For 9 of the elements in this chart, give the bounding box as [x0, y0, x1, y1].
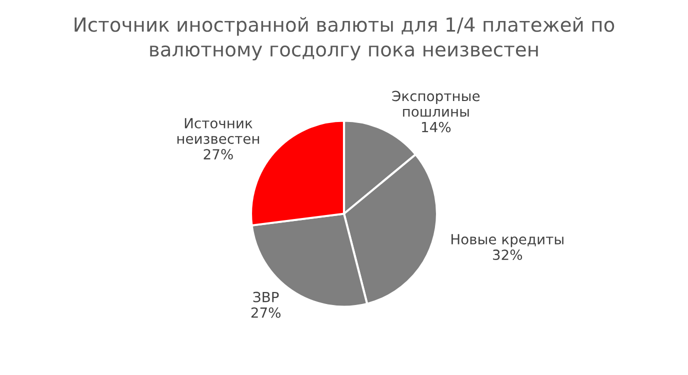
slice-label: ЗВР — [253, 292, 279, 302]
data-label: 32% — [493, 250, 522, 260]
data-label: 27% — [204, 149, 233, 160]
slice-label: Экспортные пошлины — [392, 90, 480, 117]
chart-title: Источник иностранной валюты для 1/4 платежей по валютному госдолгу пока неизвестен — [74, 16, 614, 60]
data-label: 14% — [422, 122, 451, 132]
data-label: 27% — [251, 307, 281, 318]
slice-label: Источник неизвестен — [177, 118, 260, 144]
slice-label: Новые кредиты — [452, 234, 564, 248]
